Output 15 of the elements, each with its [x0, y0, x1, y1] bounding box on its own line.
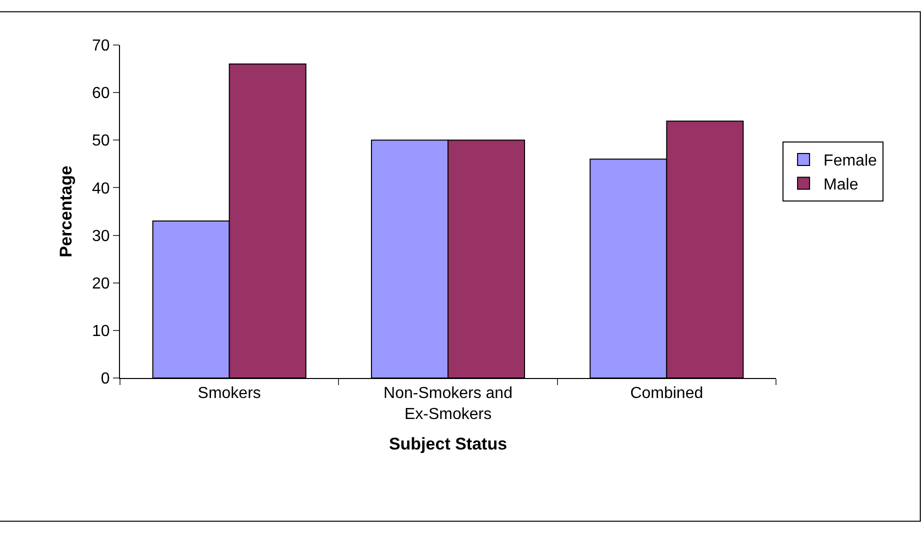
y-tick-label: 70	[92, 38, 110, 55]
x-tick-label: Smokers	[198, 385, 261, 402]
y-axis-title: Percentage	[56, 166, 76, 258]
y-tick-label: 30	[92, 228, 110, 245]
y-tick-label: 20	[92, 275, 110, 292]
y-tick-label: 60	[92, 85, 110, 102]
legend-label: Male	[824, 176, 858, 194]
legend-label: Female	[824, 152, 878, 170]
y-tick-label: 0	[100, 370, 110, 388]
y-tick-label: 50	[92, 132, 110, 150]
x-tick-label: Combined	[630, 385, 704, 402]
x-tick-label: Non-Smokers and Ex-Smokers	[384, 385, 512, 423]
x-axis-title: Subject Status	[388, 434, 508, 454]
y-tick-label: 40	[92, 180, 110, 198]
y-tick-label: 10	[92, 323, 110, 340]
